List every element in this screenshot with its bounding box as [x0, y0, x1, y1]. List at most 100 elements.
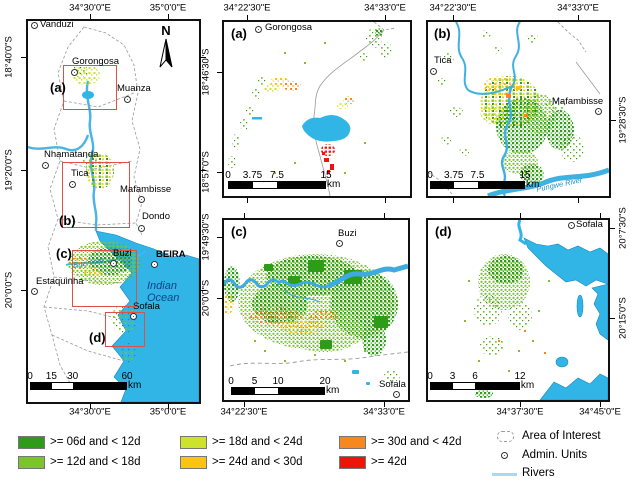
- flood-patch: [546, 98, 566, 114]
- rivers-icon: [492, 473, 517, 476]
- axis-label: 34°22'30"E: [429, 2, 477, 14]
- flood-patch: [474, 294, 502, 326]
- axis-tick: [385, 198, 386, 203]
- flood-patch: [380, 42, 392, 58]
- admin-unit-icon: [42, 162, 49, 169]
- axis-label: 34°45'0"E: [579, 406, 621, 418]
- scalebar-tick: 5: [251, 376, 258, 387]
- axis-label: 34°30'0"E: [69, 406, 111, 418]
- axis-label: 19°28'30"S: [617, 96, 629, 144]
- axis-tick: [244, 213, 245, 218]
- axis-tick: [90, 404, 91, 409]
- scalebar-tick: 7.5: [270, 170, 284, 181]
- overview-map-panel: [26, 19, 201, 404]
- axis-tick: [244, 402, 245, 407]
- scalebar-b: 0 3.75 7.5 15 km: [427, 170, 539, 190]
- flood-patch: [484, 76, 516, 96]
- axis-tick: [21, 290, 26, 291]
- legend-label: >= 24d and < 30d: [212, 456, 303, 468]
- panel-d-map-art: [464, 220, 608, 400]
- small-water: [366, 382, 370, 385]
- place-label-sofala-d: Sofala: [576, 219, 603, 230]
- flood-patch: [475, 390, 493, 398]
- scalebar-tick: 0: [228, 376, 234, 387]
- admin-unit-icon: [393, 391, 400, 398]
- axis-tick: [520, 213, 521, 218]
- inset-box-c: [72, 250, 137, 307]
- flood-patch: [343, 96, 355, 104]
- admin-boundaries: [43, 26, 147, 384]
- flood-patch: [70, 257, 90, 269]
- admin-unit-icon: [595, 108, 602, 115]
- axis-label: 34°33'0"E: [363, 406, 405, 418]
- scalebar-numbers: 0 3.75 7.5 15: [225, 170, 331, 181]
- flood-patch: [384, 370, 400, 382]
- axis-tick: [600, 402, 601, 407]
- axis-tick: [600, 213, 601, 218]
- flood-patch: [310, 310, 338, 322]
- small-river: [252, 117, 262, 120]
- scalebar-a: 0 3.75 7.5 15 km: [225, 170, 340, 190]
- axis-tick: [217, 298, 222, 299]
- panel-a-letter: (a): [231, 26, 247, 41]
- place-label-tica-b: Tica: [434, 55, 452, 66]
- axis-tick: [453, 198, 454, 203]
- north-arrow: N: [155, 24, 177, 71]
- scalebar-unit: km: [525, 179, 540, 190]
- admin-unit-icon: [31, 288, 38, 295]
- scalebar-bar: [430, 382, 520, 390]
- legend-label: Area of Interest: [522, 430, 601, 442]
- axis-tick: [578, 198, 579, 203]
- panel-a-map-art: [228, 22, 397, 196]
- axis-tick: [217, 172, 222, 173]
- axis-tick: [217, 237, 222, 238]
- admin-unit-icon: [130, 313, 137, 320]
- admin-unit-icon: [31, 22, 38, 29]
- legend-swatch: [180, 436, 207, 449]
- place-label-vanduzi: Vanduzi: [40, 19, 74, 30]
- admin-boundaries: [313, 22, 397, 196]
- axis-tick: [217, 72, 222, 73]
- flood-patch-red: [322, 152, 334, 174]
- place-label-dondo: Dondo: [142, 211, 170, 222]
- axis-tick: [247, 198, 248, 203]
- river-line: [28, 134, 90, 152]
- scalebar-tick: 0: [427, 371, 433, 382]
- axis-label: 18°46'30"S: [200, 48, 212, 96]
- place-label-sofala-c: Sofala: [379, 379, 406, 390]
- axis-tick: [520, 402, 521, 407]
- scalebar-tick: 10: [272, 376, 284, 387]
- panel-b-letter: (b): [434, 26, 451, 41]
- panel-d-letter: (d): [435, 224, 452, 239]
- legend-label: >= 30d and < 42d: [371, 436, 462, 448]
- axis-tick: [610, 318, 615, 319]
- admin-unit-icon: [138, 225, 145, 232]
- ocean-shapes: [523, 237, 608, 400]
- small-water: [352, 370, 359, 374]
- panel-c-map-art: [224, 254, 408, 385]
- place-label-mafambisse-b: Mafambisse: [552, 96, 604, 107]
- axis-tick: [385, 15, 386, 20]
- place-label-tica: Tica: [71, 168, 89, 179]
- scalebar-numbers: 0 5 10 20: [228, 376, 330, 387]
- axis-label: 18°40'0"S: [3, 36, 15, 78]
- north-arrow-icon: [159, 38, 173, 68]
- orange-specks: [498, 330, 546, 354]
- flood-patch: [480, 104, 504, 124]
- admin-unit-icon: [71, 69, 78, 76]
- flood-patch: [520, 164, 544, 184]
- admin-units-icon: [501, 452, 508, 459]
- flood-patch: [264, 84, 280, 92]
- lake: [302, 115, 351, 142]
- scalebar-numbers: 0 15 30 60: [27, 371, 132, 382]
- axis-tick: [168, 404, 169, 409]
- axis-label: 20°0'0"S: [200, 279, 212, 317]
- flood-patch: [359, 51, 369, 61]
- scalebar-tick: 0: [427, 170, 433, 181]
- axis-tick: [201, 290, 206, 291]
- admin-unit-icon: [110, 260, 117, 267]
- scalebar-unit: km: [520, 380, 535, 391]
- flood-patch: [336, 103, 348, 109]
- axis-label: 34°30'0"E: [69, 2, 111, 14]
- scalebar-tick: 3.75: [242, 170, 263, 181]
